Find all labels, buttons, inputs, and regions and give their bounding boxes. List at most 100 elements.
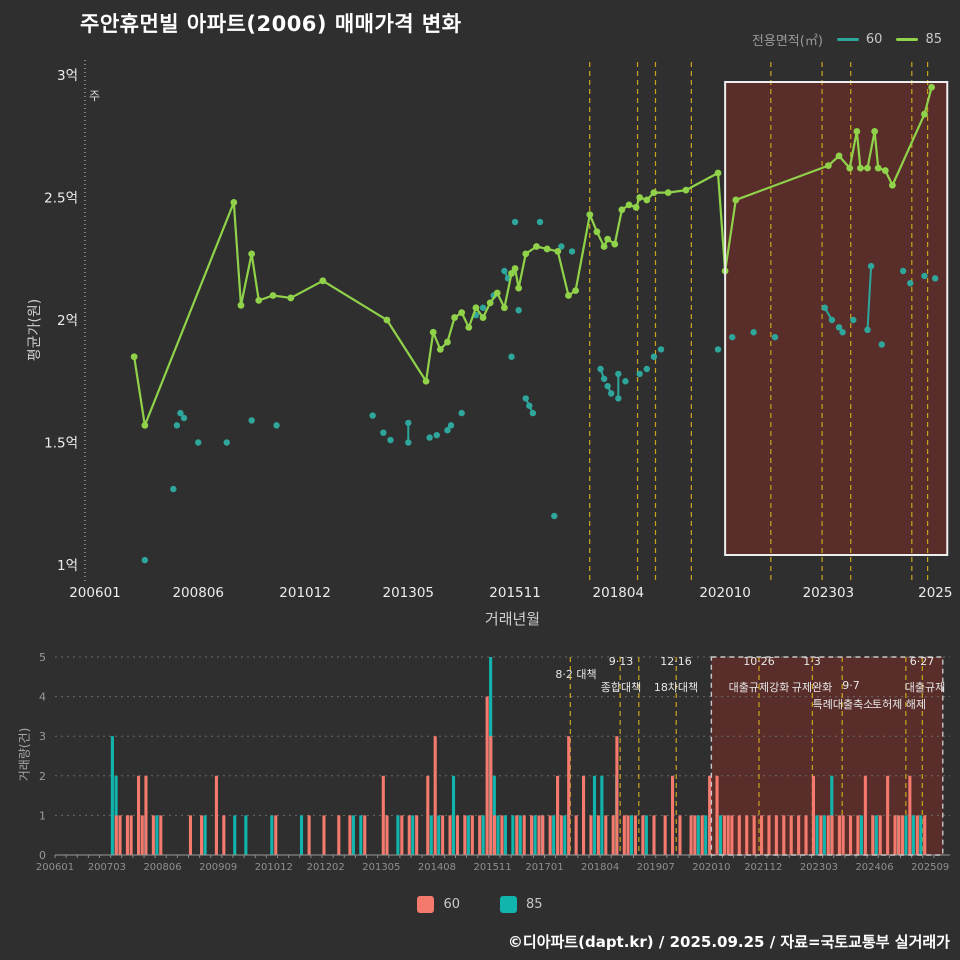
price-point-85[interactable]: [383, 316, 391, 324]
price-point-60[interactable]: [380, 429, 387, 436]
volume-bar-60[interactable]: [433, 736, 437, 855]
volume-bar-85[interactable]: [822, 815, 826, 855]
price-point-60[interactable]: [714, 346, 722, 353]
price-point-60[interactable]: [526, 402, 533, 409]
volume-bar-60[interactable]: [726, 815, 730, 855]
price-point-85[interactable]: [230, 199, 238, 206]
volume-bar-60[interactable]: [348, 815, 352, 855]
price-point-60[interactable]: [141, 556, 149, 564]
volume-bar-85[interactable]: [629, 815, 634, 855]
price-point-60[interactable]: [636, 370, 643, 378]
volume-bar-85[interactable]: [451, 775, 456, 855]
volume-bar-60[interactable]: [307, 815, 311, 855]
price-point-85[interactable]: [515, 284, 523, 292]
price-point-60[interactable]: [867, 262, 875, 270]
price-point-60[interactable]: [907, 280, 914, 287]
price-point-85[interactable]: [511, 265, 519, 272]
price-point-60[interactable]: [273, 422, 280, 429]
price-point-60[interactable]: [458, 409, 465, 417]
volume-bar-85[interactable]: [904, 815, 908, 855]
volume-bar-60[interactable]: [363, 815, 367, 855]
legend-item-60[interactable]: 60: [836, 32, 882, 47]
price-point-60[interactable]: [864, 326, 871, 333]
volume-bar-60[interactable]: [878, 815, 882, 855]
volume-bar-60[interactable]: [415, 815, 419, 855]
price-point-85[interactable]: [871, 127, 879, 135]
volume-bar-85[interactable]: [911, 815, 915, 855]
volume-bar-60[interactable]: [441, 815, 445, 855]
volume-bar-85[interactable]: [429, 815, 433, 855]
price-point-60[interactable]: [729, 333, 736, 341]
price-point-85[interactable]: [255, 297, 263, 304]
volume-bar-60[interactable]: [745, 815, 749, 855]
price-point-60[interactable]: [536, 218, 544, 226]
volume-chart[interactable]: 0 1 2 3 4 5 200601 200703 200806 200909 201012 2012…: [0, 645, 960, 880]
price-point-85[interactable]: [472, 304, 480, 312]
price-point-85[interactable]: [501, 304, 508, 312]
volume-bar-60[interactable]: [485, 696, 489, 855]
volume-bar-85[interactable]: [696, 815, 700, 855]
volume-bar-60[interactable]: [455, 815, 460, 855]
price-point-85[interactable]: [130, 353, 138, 361]
price-point-60[interactable]: [568, 248, 576, 255]
volume-bar-60[interactable]: [200, 815, 204, 855]
volume-bar-60[interactable]: [819, 815, 823, 855]
volume-bar-60[interactable]: [804, 815, 808, 855]
volume-bar-60[interactable]: [622, 815, 626, 855]
price-point-85[interactable]: [436, 346, 444, 353]
volume-bar-60[interactable]: [811, 775, 816, 855]
price-point-85[interactable]: [593, 228, 601, 236]
volume-bar-60[interactable]: [385, 815, 389, 855]
price-point-85[interactable]: [650, 189, 658, 197]
price-point-85[interactable]: [889, 181, 896, 189]
volume-bar-60[interactable]: [159, 815, 163, 855]
volume-bar-60[interactable]: [893, 815, 897, 855]
price-point-60[interactable]: [558, 243, 565, 250]
volume-bar-60[interactable]: [641, 815, 645, 855]
volume-bar-60[interactable]: [381, 775, 385, 855]
price-point-85[interactable]: [543, 245, 551, 253]
price-point-60[interactable]: [850, 316, 857, 324]
volume-bar-60[interactable]: [737, 815, 741, 855]
volume-bar-60[interactable]: [886, 775, 890, 855]
volume-bar-60[interactable]: [863, 775, 867, 855]
volume-bar-85[interactable]: [351, 815, 355, 855]
price-point-85[interactable]: [625, 201, 633, 209]
price-point-85[interactable]: [874, 164, 882, 172]
volume-bar-85[interactable]: [270, 815, 274, 855]
price-point-60[interactable]: [444, 427, 451, 434]
price-point-60[interactable]: [223, 439, 230, 446]
volume-bar-85[interactable]: [511, 815, 515, 855]
volume-bar-60[interactable]: [515, 815, 519, 855]
price-point-85[interactable]: [732, 196, 740, 204]
volume-bar-85[interactable]: [359, 815, 363, 855]
volume-bar-60[interactable]: [136, 775, 141, 855]
price-point-85[interactable]: [422, 377, 430, 385]
volume-bar-60[interactable]: [767, 815, 771, 855]
volume-bar-60[interactable]: [826, 815, 830, 855]
volume-bar-85[interactable]: [503, 815, 508, 855]
price-point-85[interactable]: [458, 309, 466, 317]
price-point-85[interactable]: [604, 235, 612, 243]
price-point-85[interactable]: [921, 110, 928, 118]
price-chart[interactable]: 주 1억 1.5억 2억 2.5억 3억 200601 200806 201012 201305 2…: [0, 0, 960, 640]
volume-bar-85[interactable]: [203, 815, 207, 855]
price-point-85[interactable]: [632, 203, 640, 211]
price-point-85[interactable]: [479, 314, 487, 321]
volume-bar-60[interactable]: [537, 815, 541, 855]
price-point-85[interactable]: [586, 211, 594, 219]
volume-bar-60[interactable]: [700, 815, 704, 855]
volume-bar-60[interactable]: [426, 775, 430, 855]
price-point-60[interactable]: [643, 365, 650, 373]
price-point-60[interactable]: [835, 324, 843, 331]
price-point-60[interactable]: [180, 414, 188, 422]
volume-bar-85[interactable]: [518, 815, 522, 855]
volume-bar-60[interactable]: [837, 815, 841, 855]
price-point-85[interactable]: [864, 164, 871, 172]
volume-bar-60[interactable]: [567, 736, 571, 855]
price-point-60[interactable]: [248, 417, 255, 424]
volume-bar-60[interactable]: [611, 815, 615, 855]
volume-bar-60[interactable]: [222, 815, 226, 855]
price-point-85[interactable]: [248, 250, 256, 258]
price-point-60[interactable]: [839, 329, 846, 336]
